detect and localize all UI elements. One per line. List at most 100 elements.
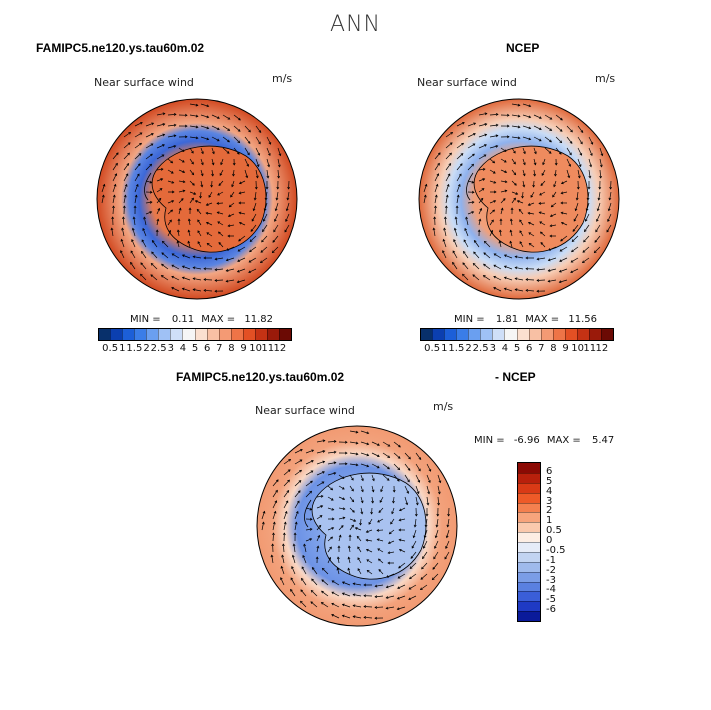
colorbar-swatch xyxy=(518,581,540,592)
panel-diff-min-label: MIN = xyxy=(474,435,505,446)
colorbar-tick-label: 5 xyxy=(546,475,553,487)
colorbar-swatch xyxy=(518,601,540,612)
colorbar-tick-label: 0.5 xyxy=(546,525,562,537)
panel-obs-case-title: NCEP xyxy=(506,41,540,55)
colorbar-swatch xyxy=(110,329,123,340)
panel-obs-min-value: 1.81 xyxy=(495,314,519,325)
panel-diff-case-title-right: - NCEP xyxy=(495,370,536,384)
panel-obs-max-label: MAX = xyxy=(525,314,560,325)
panel-model-continent xyxy=(151,145,267,253)
colorbar-swatch xyxy=(158,329,171,340)
panel-model-max-label: MAX = xyxy=(201,314,236,325)
panel-obs-colorbar xyxy=(420,328,614,341)
colorbar-swatch xyxy=(218,329,231,340)
colorbar-tick-label: 3 xyxy=(167,343,174,354)
colorbar-tick-label: 12 xyxy=(273,343,287,354)
colorbar-tick-label: 0 xyxy=(546,535,553,546)
panel-diff-max-value: 5.47 xyxy=(591,435,615,446)
colorbar-swatch xyxy=(432,329,445,340)
colorbar-swatch xyxy=(492,329,505,340)
colorbar-tick-label: 11 xyxy=(583,343,597,354)
colorbar-swatch xyxy=(518,571,540,582)
colorbar-swatch xyxy=(518,463,540,473)
colorbar-tick-label: 2 xyxy=(143,343,150,354)
colorbar-swatch xyxy=(194,329,207,340)
colorbar-tick-label: 1 xyxy=(441,343,448,354)
colorbar-tick-label: 4 xyxy=(501,343,509,354)
colorbar-swatch xyxy=(518,591,540,602)
panel-diff-continent xyxy=(311,472,427,580)
panel-model-min-label: MIN = xyxy=(130,314,161,325)
colorbar-tick-label: 8 xyxy=(550,343,557,354)
colorbar-tick-label: 8 xyxy=(228,343,235,354)
colorbar-tick-label: 2.5 xyxy=(150,343,167,354)
colorbar-swatch xyxy=(552,329,565,340)
colorbar-tick-label: 1 xyxy=(546,515,553,527)
colorbar-swatch xyxy=(206,329,219,340)
colorbar-tick-label: -2 xyxy=(546,564,556,576)
colorbar-swatch xyxy=(518,561,540,572)
colorbar-tick-label: 9 xyxy=(562,343,569,354)
colorbar-tick-label: -4 xyxy=(546,584,556,596)
colorbar-tick-label: 4 xyxy=(546,485,553,497)
colorbar-tick-label: 10 xyxy=(249,343,262,354)
colorbar-tick-label: 1.5 xyxy=(448,343,465,354)
colorbar-swatch xyxy=(122,329,135,340)
panel-model-map xyxy=(96,98,298,300)
page-title: ANN xyxy=(330,12,381,37)
panel-obs-colorbar-labels: 0.5 1 1.5 2 2.5 3 4 5 6 7 8 9 10 11 12 xyxy=(420,343,614,357)
panel-diff-map xyxy=(256,425,458,627)
colorbar-tick-label: 0.5 xyxy=(424,343,441,354)
colorbar-swatch xyxy=(588,329,601,340)
colorbar-tick-label: -6 xyxy=(546,604,556,616)
panel-diff-case-title: FAMIPC5.ne120.ys.tau60m.02 xyxy=(176,370,345,384)
panel-diff-colorbar-labels: 6 5 4 3 2 1 0.5 0 -0.5 -1 -2 -3 -4 -5 -6 xyxy=(546,462,586,622)
panel-model-colorbar xyxy=(98,328,292,341)
colorbar-tick-label: 6 xyxy=(203,343,211,354)
colorbar-tick-label: 7 xyxy=(216,343,223,354)
panel-model-minmax: MIN = 0.11 MAX = 11.82 xyxy=(130,314,273,325)
colorbar-swatch xyxy=(528,329,541,340)
colorbar-tick-label: 4 xyxy=(179,343,187,354)
colorbar-tick-label: 7 xyxy=(538,343,545,354)
panel-diff-colorbar xyxy=(517,462,541,622)
colorbar-swatch xyxy=(518,472,540,483)
panel-obs-min-label: MIN = xyxy=(454,314,485,325)
colorbar-tick-label: 0.5 xyxy=(102,343,119,354)
colorbar-tick-label: 10 xyxy=(571,343,584,354)
colorbar-tick-label: 9 xyxy=(240,343,247,354)
colorbar-swatch xyxy=(518,492,540,503)
colorbar-tick-label: 3 xyxy=(546,495,553,507)
colorbar-swatch xyxy=(518,512,540,523)
panel-diff-units-label: m/s xyxy=(433,400,454,413)
panel-model-case-title: FAMIPC5.ne120.ys.tau60m.02 xyxy=(36,41,205,55)
panel-diff-min-value: -6.96 xyxy=(513,435,540,446)
colorbar-swatch xyxy=(421,329,433,340)
colorbar-swatch xyxy=(456,329,469,340)
colorbar-swatch xyxy=(576,329,589,340)
panel-obs-max-value: 11.56 xyxy=(568,314,597,325)
colorbar-swatch xyxy=(278,329,291,340)
panel-model-variable-label: Near surface wind xyxy=(94,76,194,89)
colorbar-tick-label: -5 xyxy=(546,594,556,606)
colorbar-tick-label: 1.5 xyxy=(126,343,143,354)
colorbar-swatch xyxy=(146,329,159,340)
colorbar-tick-label: 3 xyxy=(489,343,496,354)
colorbar-tick-label: 6 xyxy=(525,343,533,354)
colorbar-swatch xyxy=(266,329,279,340)
colorbar-tick-label: 5 xyxy=(191,343,199,354)
colorbar-swatch xyxy=(518,482,540,493)
colorbar-swatch xyxy=(518,542,540,552)
colorbar-swatch xyxy=(182,329,195,340)
colorbar-swatch xyxy=(518,611,540,621)
colorbar-swatch xyxy=(518,551,540,562)
colorbar-tick-label: -1 xyxy=(546,554,556,566)
colorbar-swatch xyxy=(170,329,183,340)
colorbar-tick-label: -3 xyxy=(546,574,556,586)
panel-obs-continent xyxy=(473,145,589,253)
colorbar-tick-label: 11 xyxy=(261,343,275,354)
colorbar-swatch xyxy=(518,532,540,542)
colorbar-swatch xyxy=(230,329,243,340)
colorbar-tick-label: 2 xyxy=(465,343,472,354)
panel-diff-variable-label: Near surface wind xyxy=(255,404,355,417)
